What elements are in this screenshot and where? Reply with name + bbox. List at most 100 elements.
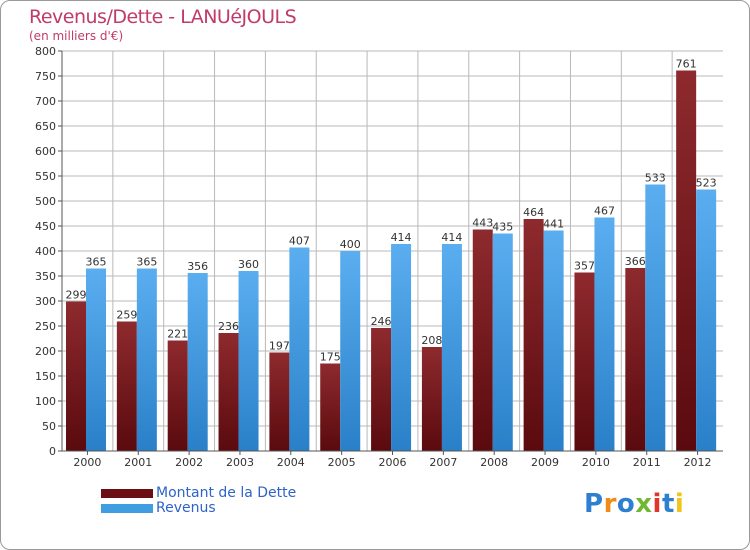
bar-dette (269, 352, 290, 451)
legend-swatch-dette (101, 489, 153, 498)
bar-dette (66, 301, 86, 451)
legend-label-revenus: Revenus (156, 500, 216, 516)
chart-subtitle: (en milliers d'€) (29, 29, 124, 43)
logo-letter: i (674, 489, 685, 519)
logo-letter: t (661, 489, 675, 519)
logo-letter: r (603, 489, 617, 519)
data-label-revenus: 523 (696, 177, 717, 190)
bar-dette (625, 268, 646, 451)
data-label-dette: 175 (320, 351, 341, 364)
bar-revenus (441, 244, 462, 451)
bar-revenus (594, 217, 615, 451)
bar-revenus (238, 271, 259, 451)
y-tick-label: 350 (35, 270, 56, 283)
y-tick-label: 150 (35, 370, 56, 383)
labels: 0 50 100 150 200 250 300 350 400 450 500 550 600 650 7… (35, 45, 717, 469)
legend-swatch-revenus (101, 504, 153, 513)
data-label-dette: 464 (523, 206, 544, 219)
bar-dette (472, 229, 493, 451)
data-label-revenus: 365 (86, 256, 107, 269)
data-label-dette: 299 (66, 289, 87, 302)
bar-revenus (340, 251, 361, 451)
x-tick-label: 2005 (328, 456, 356, 469)
bar-revenus (136, 268, 157, 451)
data-label-dette: 208 (421, 334, 442, 347)
data-label-dette: 197 (269, 340, 290, 353)
data-label-revenus: 365 (136, 256, 157, 269)
x-tick-label: 2009 (531, 456, 559, 469)
bar-dette (218, 333, 239, 451)
bar-dette (574, 272, 595, 451)
x-tick-label: 2004 (277, 456, 305, 469)
legend-label-dette: Montant de la Dette (156, 485, 297, 501)
y-tick-label: 0 (49, 445, 56, 458)
data-label-revenus: 441 (543, 218, 564, 231)
y-tick-label: 400 (35, 245, 56, 258)
data-label-dette: 221 (167, 328, 188, 341)
data-label-revenus: 467 (594, 205, 615, 218)
x-tick-label: 2010 (582, 456, 610, 469)
y-tick-label: 450 (35, 220, 56, 233)
x-tick-label: 2008 (480, 456, 508, 469)
data-label-dette: 761 (676, 58, 697, 71)
data-label-dette: 366 (625, 255, 646, 268)
data-label-revenus: 400 (340, 238, 361, 251)
data-label-revenus: 356 (187, 260, 208, 273)
bar-revenus (391, 244, 412, 451)
bar-dette (523, 219, 544, 451)
x-tick-label: 2003 (226, 456, 254, 469)
y-tick-label: 750 (35, 70, 56, 83)
y-tick-label: 550 (35, 170, 56, 183)
data-label-revenus: 360 (238, 258, 259, 271)
bar-revenus (696, 189, 717, 451)
x-tick-label: 2012 (684, 456, 712, 469)
logo-letter: o (616, 489, 636, 519)
bar-dette (167, 340, 188, 451)
x-tick-label: 2002 (175, 456, 203, 469)
y-tick-label: 500 (35, 195, 56, 208)
bar-dette (371, 328, 392, 451)
chart-title: Revenus/Dette - LANUéJOULS (29, 6, 297, 28)
logo-letter: i (652, 489, 662, 519)
data-label-revenus: 414 (441, 231, 462, 244)
bar-dette (676, 70, 697, 451)
y-tick-label: 650 (35, 120, 56, 133)
bar-dette (320, 363, 341, 451)
bar-revenus (86, 268, 106, 451)
data-label-dette: 357 (574, 260, 595, 273)
y-tick-label: 800 (35, 45, 56, 58)
x-tick-label: 2007 (429, 456, 457, 469)
bar-revenus (187, 273, 208, 451)
data-label-dette: 443 (472, 217, 493, 230)
x-tick-label: 2006 (379, 456, 407, 469)
bars (66, 70, 717, 451)
data-label-revenus: 435 (492, 221, 513, 234)
y-tick-label: 50 (42, 420, 56, 433)
y-tick-label: 250 (35, 320, 56, 333)
bar-revenus (543, 230, 564, 451)
bar-dette (421, 347, 442, 451)
logo-letter: x (635, 489, 653, 519)
data-label-dette: 259 (116, 309, 137, 322)
proxiti-logo: Proxiti (584, 489, 684, 519)
data-label-dette: 246 (371, 315, 392, 328)
y-tick-label: 100 (35, 395, 56, 408)
bar-revenus (645, 184, 666, 451)
logo-letter: P (584, 489, 604, 519)
y-tick-label: 300 (35, 295, 56, 308)
bar-revenus (492, 233, 513, 451)
data-label-revenus: 414 (391, 231, 412, 244)
bar-dette (116, 321, 137, 451)
x-tick-label: 2001 (124, 456, 152, 469)
data-label-revenus: 533 (645, 172, 666, 185)
data-label-revenus: 407 (289, 235, 310, 248)
bar-revenus (289, 247, 310, 451)
y-tick-label: 700 (35, 95, 56, 108)
x-tick-label: 2000 (73, 456, 101, 469)
data-label-dette: 236 (218, 320, 239, 333)
y-tick-label: 600 (35, 145, 56, 158)
y-tick-label: 200 (35, 345, 56, 358)
axes (58, 50, 723, 455)
